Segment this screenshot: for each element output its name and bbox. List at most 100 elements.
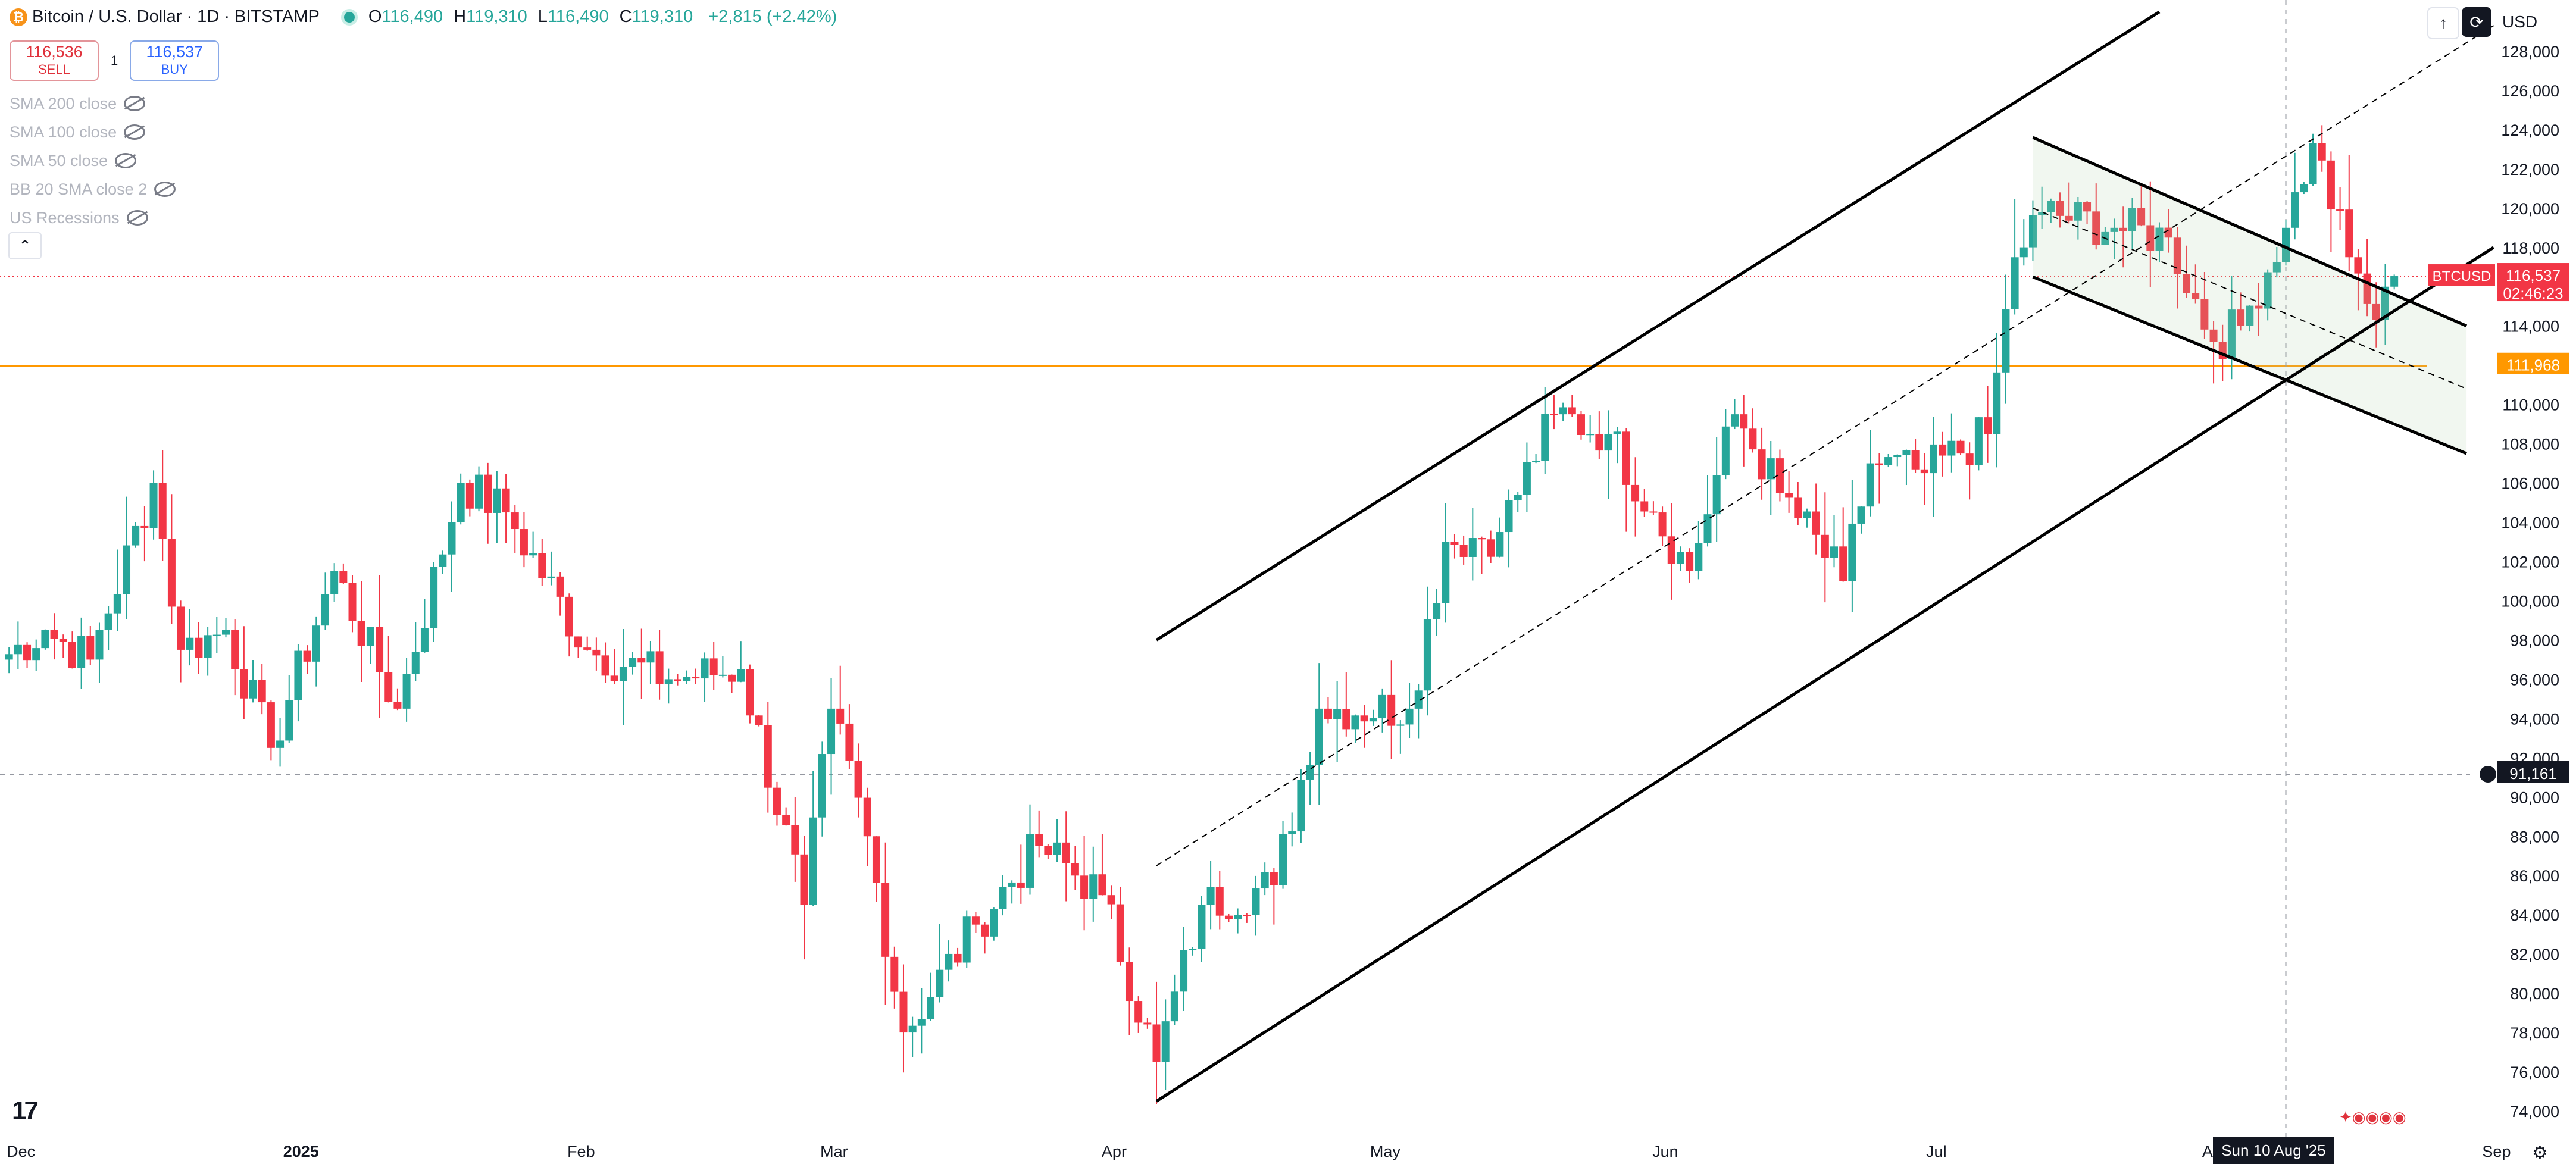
candle-body [50,630,58,639]
chevron-up-icon: ⌃ [18,236,32,255]
candle-body [303,650,311,662]
candle-body [881,883,890,957]
candle-body [1369,718,1377,722]
market-status-icon [340,8,358,26]
sync-icon: ⟳ [2469,12,2484,32]
candle-body [1658,512,1667,537]
candle-body [1234,915,1242,919]
candle-body [854,761,862,798]
candle-body [2028,215,2037,248]
eye-hidden-icon[interactable] [124,124,146,140]
candle-body [1224,915,1233,919]
candle-body [465,483,474,509]
indicator-sma50[interactable]: SMA 50 close [10,146,176,175]
buy-button[interactable]: 116,537 BUY [130,40,220,81]
tradingview-logo[interactable]: 17 [12,1096,39,1125]
candle-body [2119,227,2127,231]
candle-body [475,474,483,509]
economic-events-icon[interactable]: ✦◉◉◉◉ [2339,1108,2406,1126]
candle-body [673,679,681,681]
candle-body [1315,708,1323,765]
collapse-legend-button[interactable]: ⌃ [8,232,42,259]
time-tick-label: Sep [2482,1143,2511,1160]
candle-body [493,488,501,513]
indicator-label: SMA 100 close [10,123,117,141]
drawing-tools [1155,10,2494,1103]
candle-body [1487,539,1495,557]
scroll-up-button[interactable]: ↑ [2427,7,2459,39]
candle-body [2264,272,2272,309]
candle-body [59,639,67,642]
candle-body [899,991,908,1033]
symbol-title[interactable]: Bitcoin / U.S. Dollar · 1D · BITSTAMP [32,7,320,26]
eye-hidden-icon[interactable] [124,96,146,111]
sell-button[interactable]: 116,536 SELL [10,40,99,81]
candle-body [1541,414,1549,461]
candle-body [1261,872,1269,889]
candle-body [556,576,564,597]
candle-body [1604,434,1612,451]
candle-body [1107,895,1115,905]
candle-body [718,674,727,676]
candle-body [827,708,836,755]
candle-body [149,483,158,528]
candle-body [936,969,944,997]
time-tick-label: Jul [1926,1143,1947,1160]
time-tick-label: 2025 [283,1143,319,1160]
trendline-flag-lower [2032,275,2468,455]
candle-body [2227,309,2236,359]
gear-icon[interactable]: ⚙ [2532,1143,2548,1163]
candle-body [1071,863,1079,876]
price-tag-bg [2497,263,2569,302]
indicator-us-recessions[interactable]: US Recessions [10,204,176,232]
currency-selector[interactable]: USD [2497,7,2568,37]
candle-body [1514,495,1522,500]
candle-body [1433,603,1441,619]
candle-body [2183,274,2191,293]
candle-body [872,836,880,883]
candle-body [1026,834,1034,888]
candle-body [439,554,447,567]
candle-body [2019,247,2028,258]
candle-body [1505,500,1513,533]
candle-body [1640,501,1649,512]
candle-body [1613,431,1621,434]
indicator-sma100[interactable]: SMA 100 close [10,118,176,146]
crosshair-plus-icon [2480,766,2496,783]
candle-body [646,651,655,663]
price-tick-label: 106,000 [2501,475,2559,493]
candle-body [1053,842,1061,855]
ohlc-value: 119,310 [466,7,527,26]
eye-hidden-icon[interactable] [154,182,176,197]
indicator-bb20[interactable]: BB 20 SMA close 2 [10,175,176,204]
candle-body [583,647,592,650]
candle-body [167,539,176,607]
candle-body [457,483,465,522]
candle-body [664,679,673,684]
price-change: +2,815 (+2.42%) [708,7,837,26]
trade-panel: 116,536 SELL 1 116,537 BUY [10,40,220,81]
bitcoin-icon: ₿ [10,8,27,26]
sync-button[interactable]: ⟳ [2462,7,2491,37]
candle-body [1496,532,1504,557]
candle-body [1830,546,1839,558]
eye-hidden-icon[interactable] [126,210,148,226]
candle-body [1902,450,1911,455]
candle-body [1703,514,1712,543]
candle-body [1215,887,1224,916]
candle-body [276,740,285,748]
price-tick-label: 88,000 [2510,828,2559,846]
candle-body [1794,497,1802,518]
candle-body [2002,309,2010,373]
candle-body [1586,434,1595,436]
time-tick-label: Apr [1102,1143,1127,1160]
candle-body [1568,407,1576,415]
eye-hidden-icon[interactable] [115,153,137,168]
candle-body [1405,708,1414,725]
indicator-sma200[interactable]: SMA 200 close [10,89,176,118]
candle-body [1839,546,1847,581]
candle-body [1740,414,1748,429]
candle-body [1721,426,1730,475]
